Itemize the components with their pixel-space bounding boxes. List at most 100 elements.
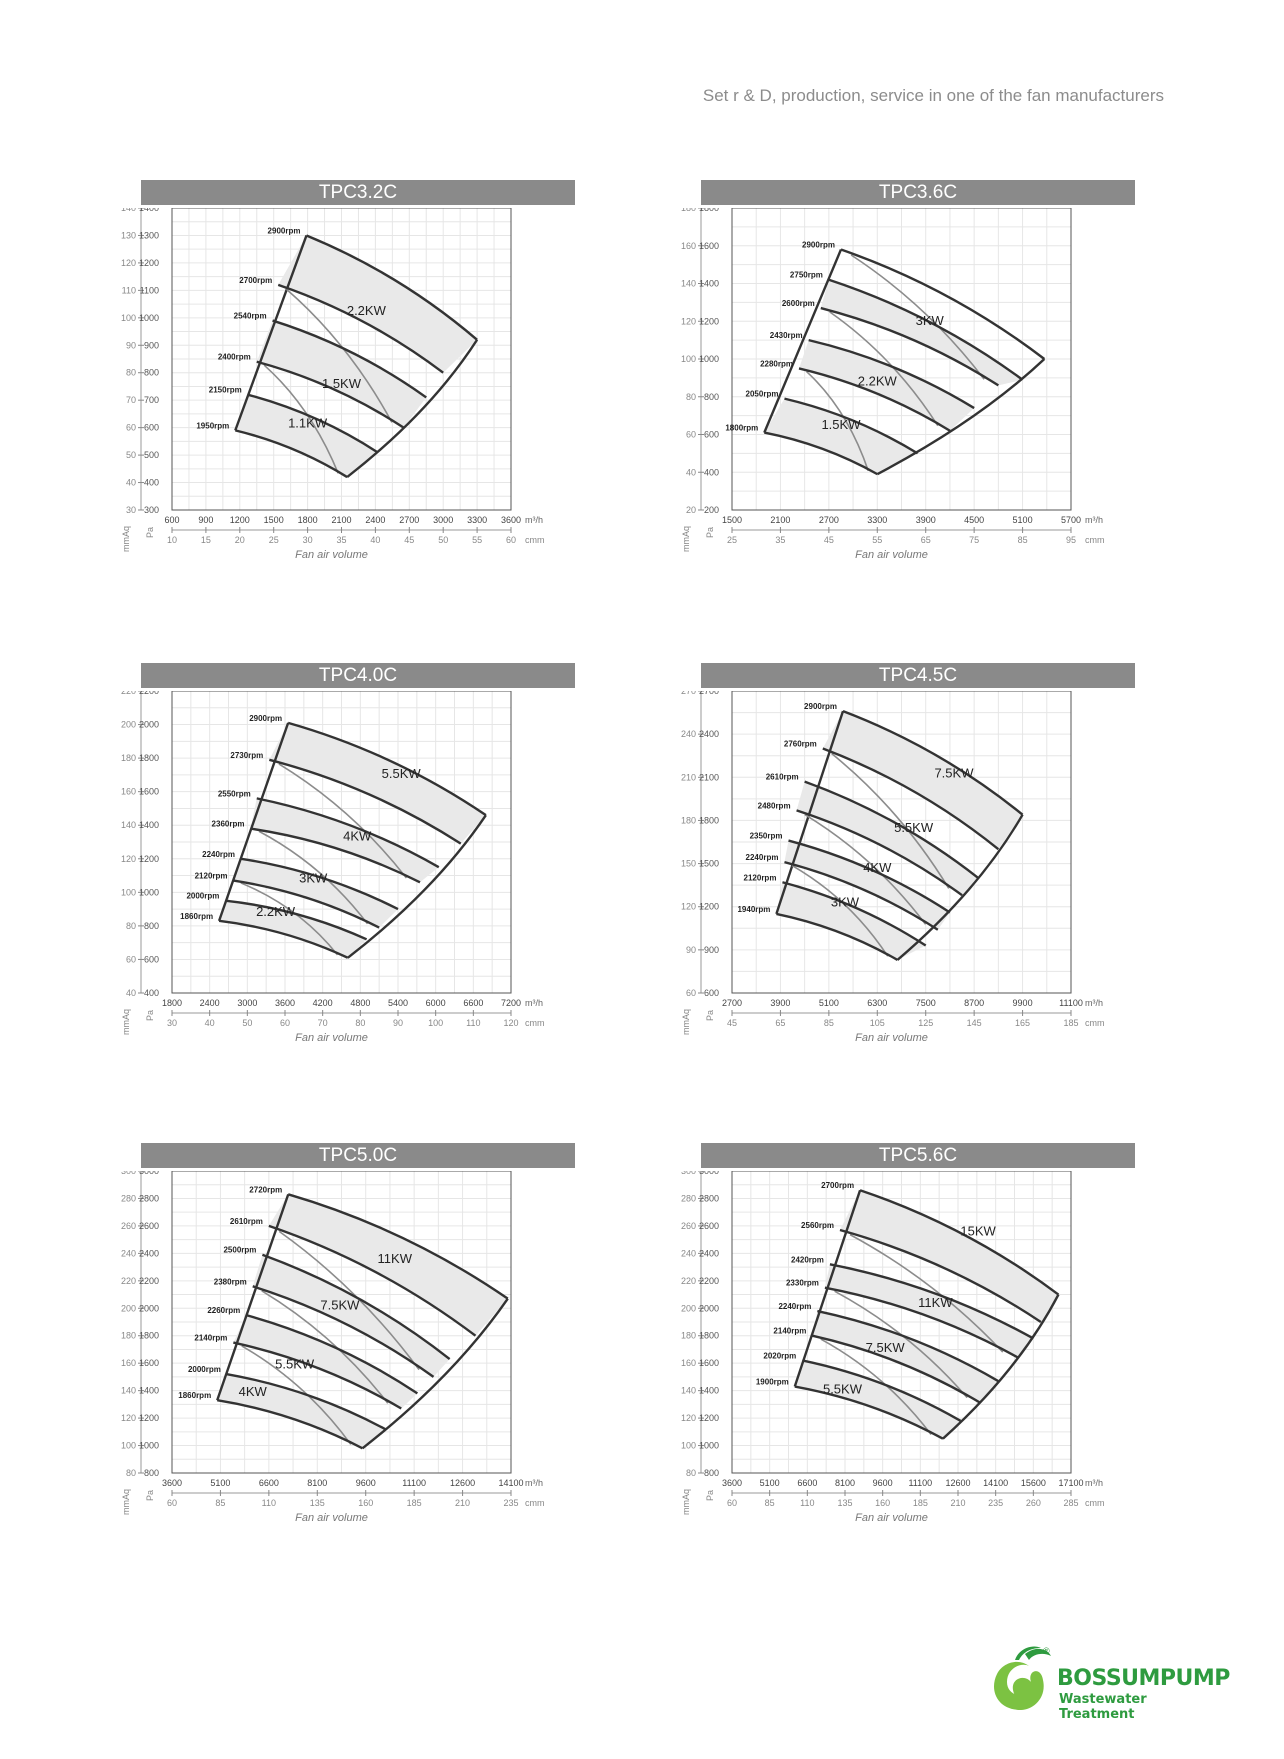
rpm-curve xyxy=(817,1309,999,1383)
shaded-power-band xyxy=(269,722,486,844)
y-tick-label-pa: 1600 xyxy=(139,787,159,797)
y-tick-label-pa: 1800 xyxy=(139,1331,159,1341)
x-tick-label-cmm: 95 xyxy=(1066,535,1076,545)
x-tick-label-m3h: 5100 xyxy=(760,1478,780,1488)
y-tick-label-mmaq: 180 xyxy=(681,1331,696,1341)
y-tick-label-pa: 1200 xyxy=(139,258,159,268)
y-unit-mmaq: mmAq xyxy=(681,1489,691,1515)
x-tick-label-cmm: 105 xyxy=(870,1018,885,1028)
y-tick-label-mmaq: 180 xyxy=(681,208,696,213)
rpm-curve xyxy=(822,747,1000,851)
x-tick-label-m3h: 11100 xyxy=(908,1478,932,1488)
rpm-curve xyxy=(782,881,927,947)
x-tick-label-m3h: 5700 xyxy=(1061,515,1081,525)
y-tick-label-mmaq: 130 xyxy=(121,230,136,240)
y-tick-label-mmaq: 20 xyxy=(686,505,696,515)
x-tick-label-cmm: 65 xyxy=(775,1018,785,1028)
y-tick-label-mmaq: 240 xyxy=(681,1248,696,1258)
x-tick-label-cmm: 260 xyxy=(1026,1498,1041,1508)
chart-panel: TPC4.0C 220 2200 200 2000 180 1800 160 1600 140 1… xyxy=(111,663,671,1123)
y-tick-label-pa: 1000 xyxy=(699,354,719,364)
rpm-curve xyxy=(798,367,951,432)
x-tick-label-cmm: 110 xyxy=(466,1018,480,1028)
x-tick-label-m3h: 2700 xyxy=(399,515,419,525)
shaded-power-band xyxy=(250,798,439,883)
plot-frame xyxy=(731,691,1072,994)
y-tick-label-mmaq: 260 xyxy=(681,1221,696,1231)
y-tick-label-pa: 1600 xyxy=(699,241,719,251)
y-tick-label-pa: 800 xyxy=(144,921,159,931)
x-tick-label-m3h: 6600 xyxy=(463,998,483,1008)
y-tick-label-mmaq: 120 xyxy=(681,316,696,326)
y-tick-label-pa: 600 xyxy=(144,423,159,433)
y-tick-label-pa: 2800 xyxy=(699,1193,719,1203)
x-tick-label-cmm: 55 xyxy=(872,535,882,545)
y-tick-label-mmaq: 300 xyxy=(121,1171,136,1176)
x-tick-label-cmm: 30 xyxy=(167,1018,177,1028)
logo-subtitle: Wastewater Treatment xyxy=(1059,1692,1147,1722)
shaded-power-band xyxy=(256,320,427,428)
y-tick-label-mmaq: 60 xyxy=(126,423,136,433)
rpm-label: 2140rpm xyxy=(773,1327,806,1336)
y-tick-label-mmaq: 180 xyxy=(121,1331,136,1341)
efficiency-line xyxy=(791,864,889,957)
chart-title: TPC5.0C xyxy=(141,1143,575,1168)
y-unit-pa: Pa xyxy=(705,527,715,538)
rpm-label: 2240rpm xyxy=(778,1302,811,1311)
x-tick-label-cmm: 25 xyxy=(269,535,279,545)
chart-title: TPC4.5C xyxy=(701,663,1135,688)
rpm-label: 2600rpm xyxy=(782,299,815,308)
chart-title: TPC5.6C xyxy=(701,1143,1135,1168)
efficiency-line xyxy=(263,364,339,474)
y-tick-label-pa: 1100 xyxy=(140,285,159,295)
x-tick-label-m3h: 2400 xyxy=(200,998,220,1008)
y-tick-label-pa: 1400 xyxy=(139,820,159,830)
x-tick-label-cmm: 45 xyxy=(727,1018,737,1028)
power-label: 1.5KW xyxy=(322,376,362,391)
y-tick-label-pa: 1500 xyxy=(699,859,719,869)
y-tick-label-pa: 1300 xyxy=(139,230,159,240)
chart-title: TPC3.2C xyxy=(141,180,575,205)
y-tick-label-mmaq: 220 xyxy=(121,691,136,696)
y-tick-label-mmaq: 110 xyxy=(122,285,136,295)
rpm-curve xyxy=(764,431,878,476)
x-axis-title: Fan air volume xyxy=(295,1032,368,1044)
rpm-label: 2700rpm xyxy=(239,276,272,285)
rpm-label: 2430rpm xyxy=(770,331,803,340)
power-label: 2.2KW xyxy=(858,373,898,388)
y-tick-label-pa: 900 xyxy=(144,340,159,350)
x-tick-label-m3h: 600 xyxy=(164,515,179,525)
y-tick-label-mmaq: 150 xyxy=(681,859,696,869)
y-tick-label-pa: 2000 xyxy=(699,1303,719,1313)
rpm-curve xyxy=(784,860,939,931)
y-unit-mmaq: mmAq xyxy=(681,526,691,552)
rpm-curve xyxy=(245,1313,419,1395)
x-tick-label-cmm: 210 xyxy=(455,1498,470,1508)
y-tick-label-mmaq: 80 xyxy=(686,392,696,402)
rpm-label: 2900rpm xyxy=(249,714,282,723)
rpm-curve xyxy=(828,278,1024,381)
y-tick-label-mmaq: 100 xyxy=(121,887,136,897)
y-unit-mmaq: mmAq xyxy=(681,1009,691,1035)
x-tick-label-cmm: 60 xyxy=(506,535,516,545)
x-tick-label-m3h: 3300 xyxy=(867,515,887,525)
rpm-label: 2900rpm xyxy=(802,241,835,250)
x-tick-label-m3h: 3600 xyxy=(162,1478,182,1488)
rpm-curve xyxy=(784,397,919,455)
y-tick-label-mmaq: 40 xyxy=(686,467,696,477)
x-tick-label-cmm: 45 xyxy=(404,535,414,545)
y-tick-label-pa: 1400 xyxy=(139,208,159,213)
y-tick-label-mmaq: 90 xyxy=(126,340,136,350)
company-logo: ® BOSSUMPUMP Wastewater Treatment xyxy=(985,1640,1230,1722)
x-tick-label-cmm: 35 xyxy=(775,535,785,545)
x-tick-label-m3h: 5100 xyxy=(1013,515,1033,525)
logo-name: BOSSUMPUMP xyxy=(1057,1666,1230,1691)
y-tick-label-mmaq: 40 xyxy=(126,478,136,488)
envelope-right-line xyxy=(347,814,487,959)
x-tick-label-cmm: 165 xyxy=(1015,1018,1030,1028)
y-tick-label-pa: 1800 xyxy=(139,753,159,763)
efficiency-line xyxy=(241,1345,352,1445)
y-tick-label-pa: 1200 xyxy=(699,902,719,912)
plot-frame xyxy=(171,1171,512,1474)
